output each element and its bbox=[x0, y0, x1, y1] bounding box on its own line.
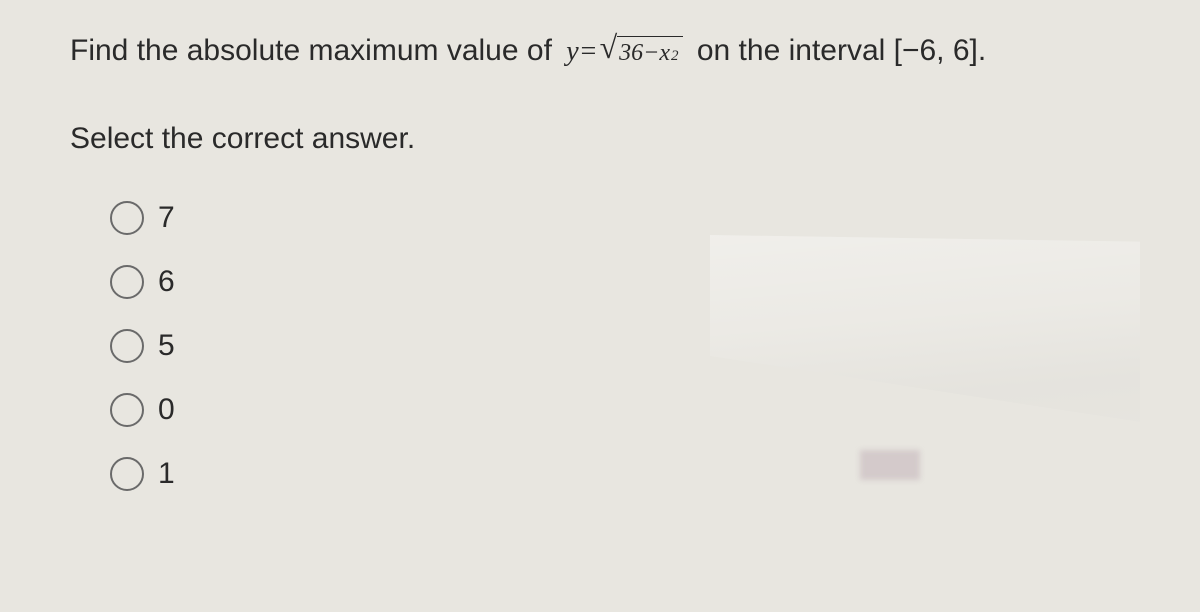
option-row-1[interactable]: 6 bbox=[110, 265, 1130, 299]
eq-lhs: y bbox=[566, 32, 578, 71]
sqrt-content: 36 − x2 bbox=[617, 36, 682, 71]
sqrt-op: − bbox=[643, 37, 659, 71]
eq-equals: = bbox=[579, 32, 598, 71]
option-label: 5 bbox=[158, 329, 175, 363]
question-text: Find the absolute maximum value of y = √… bbox=[70, 30, 1130, 72]
option-row-0[interactable]: 7 bbox=[110, 201, 1130, 235]
options-group: 7 6 5 0 1 bbox=[70, 201, 1130, 491]
sqrt-expression: √36 − x2 bbox=[600, 35, 683, 70]
option-row-2[interactable]: 5 bbox=[110, 329, 1130, 363]
sqrt-symbol: √ bbox=[600, 35, 618, 61]
radio-circle-icon[interactable] bbox=[110, 457, 144, 491]
option-label: 7 bbox=[158, 201, 175, 235]
instruction-text: Select the correct answer. bbox=[70, 122, 1130, 156]
radio-circle-icon[interactable] bbox=[110, 201, 144, 235]
option-label: 6 bbox=[158, 265, 175, 299]
radio-circle-icon[interactable] bbox=[110, 393, 144, 427]
option-label: 1 bbox=[158, 457, 175, 491]
sqrt-a: 36 bbox=[619, 37, 643, 71]
option-row-4[interactable]: 1 bbox=[110, 457, 1130, 491]
option-label: 0 bbox=[158, 393, 175, 427]
question-suffix: on the interval [−6, 6]. bbox=[689, 34, 987, 67]
equation: y = √36 − x2 bbox=[566, 32, 682, 71]
question-prefix: Find the absolute maximum value of bbox=[70, 34, 560, 67]
sqrt-var: x bbox=[659, 37, 670, 71]
option-row-3[interactable]: 0 bbox=[110, 393, 1130, 427]
radio-circle-icon[interactable] bbox=[110, 329, 144, 363]
radio-circle-icon[interactable] bbox=[110, 265, 144, 299]
